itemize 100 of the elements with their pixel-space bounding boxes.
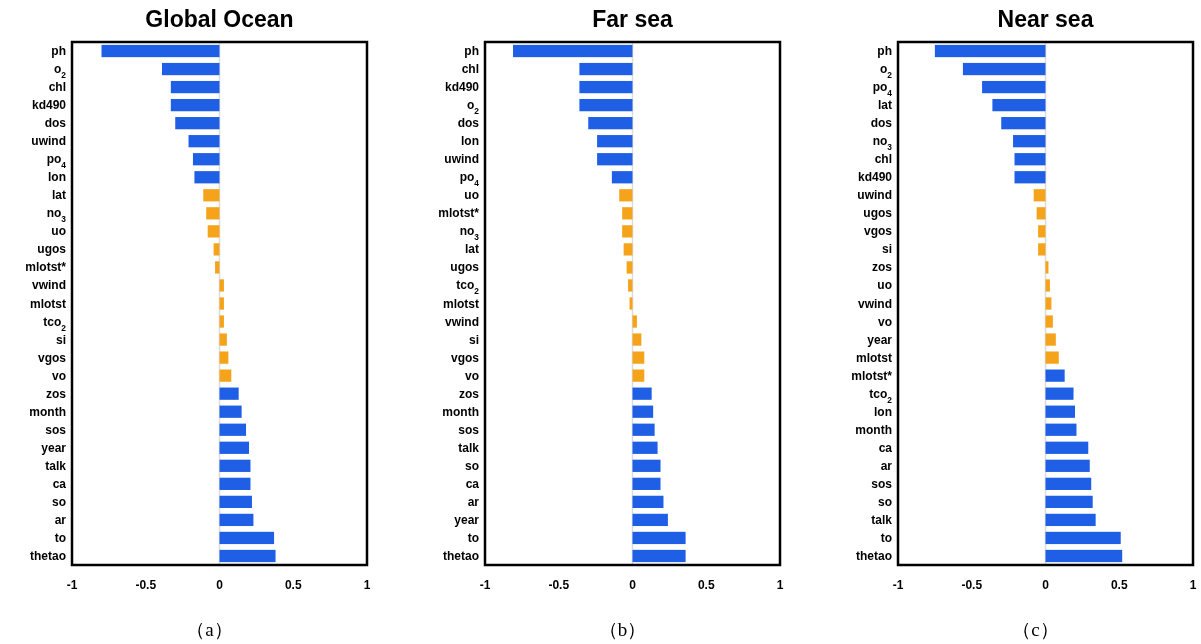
bar <box>619 189 633 202</box>
bar <box>175 117 220 130</box>
bar <box>206 207 220 220</box>
x-tick-label: -1 <box>66 578 78 592</box>
bar <box>579 62 633 76</box>
bar <box>623 243 633 256</box>
bar <box>1045 423 1077 436</box>
y-tick-label: tco$_{2}$ <box>43 314 67 333</box>
bar <box>219 459 251 472</box>
y-tick-label: so <box>51 494 66 509</box>
y-tick-label: vgos <box>863 224 893 239</box>
bar <box>219 513 254 527</box>
x-tick-label: 1 <box>776 578 784 592</box>
x-tick-label: -0.5 <box>961 578 983 592</box>
y-tick-label: zos <box>871 260 893 275</box>
text: （a） <box>186 619 233 640</box>
y-tick-label: thetao <box>856 548 892 563</box>
bar <box>629 297 633 310</box>
y-tick-label: vgos <box>450 350 480 365</box>
x-tick-label: 0 <box>216 578 224 592</box>
y-tick-label: kd490 <box>857 170 893 185</box>
bar <box>632 459 661 472</box>
y-tick-label: ph <box>51 44 66 59</box>
y-tick-label: uwind <box>857 188 892 203</box>
bar <box>1014 171 1046 184</box>
chart-title: Far sea <box>592 6 673 32</box>
y-tick-label: po$_{4}$ <box>46 152 67 171</box>
y-tick-label: dos <box>870 116 893 131</box>
y-tick-label: sos <box>458 422 480 437</box>
bar <box>1045 549 1123 563</box>
y-tick-label: talk <box>45 458 67 473</box>
y-tick-label: uo <box>51 224 66 239</box>
bar <box>1036 207 1046 220</box>
bar <box>219 423 247 436</box>
y-tick-label: to <box>880 530 892 545</box>
y-tick-label: uo <box>877 278 892 293</box>
bar <box>632 549 686 563</box>
y-tick-label: tco$_{2}$ <box>456 278 480 297</box>
bar <box>628 279 633 292</box>
bar <box>1045 387 1074 400</box>
bar <box>579 98 633 112</box>
y-tick-label: lon <box>874 404 892 419</box>
y-tick-label: ar <box>880 458 893 473</box>
bar <box>219 387 239 400</box>
y-tick-label: month <box>442 404 479 419</box>
y-tick-label: po$_{4}$ <box>459 170 480 189</box>
bar <box>632 531 686 545</box>
y-tick-label: o$_{2}$ <box>466 98 480 117</box>
y-tick-label: year <box>41 440 67 455</box>
bar <box>597 153 633 166</box>
x-tick-label: 0 <box>629 578 637 592</box>
bar <box>513 44 633 58</box>
bar <box>632 495 664 509</box>
y-tick-label: po$_{4}$ <box>872 80 893 99</box>
chart-title: Global Ocean <box>145 6 294 32</box>
bar <box>632 513 668 527</box>
bar <box>632 405 654 418</box>
y-tick-label: vwind <box>857 296 892 311</box>
y-tick-label: no$_{3}$ <box>459 224 480 243</box>
y-tick-label: zos <box>458 386 480 401</box>
bar <box>192 153 220 166</box>
bar <box>1001 117 1046 130</box>
bar <box>622 225 633 238</box>
y-tick-label: vwind <box>444 314 479 329</box>
bar <box>632 441 658 454</box>
bar <box>207 225 220 238</box>
bar <box>170 98 220 112</box>
bar <box>219 549 276 563</box>
y-tick-label: mlotst <box>30 296 66 311</box>
bar <box>219 441 249 454</box>
bar <box>219 279 224 292</box>
bar <box>188 135 220 148</box>
y-tick-label: lat <box>464 242 479 257</box>
y-tick-label: vwind <box>31 278 66 293</box>
x-tick-label: -0.5 <box>135 578 157 592</box>
bar <box>1038 225 1046 238</box>
y-tick-label: vo <box>51 368 66 383</box>
bar <box>1038 243 1046 256</box>
bar <box>632 369 645 382</box>
y-tick-label: si <box>468 332 479 347</box>
y-tick-label: vo <box>464 368 479 383</box>
bar <box>213 243 220 256</box>
y-tick-label: mlotst* <box>438 206 480 221</box>
y-tick-label: mlotst <box>856 350 892 365</box>
y-tick-label: uwind <box>444 152 479 167</box>
bar <box>1033 189 1046 202</box>
bar <box>219 405 242 418</box>
y-tick-label: mlotst* <box>25 260 67 275</box>
y-tick-label: uwind <box>31 134 66 149</box>
x-tick-label: 0.5 <box>284 578 302 592</box>
x-tick-label: -1 <box>892 578 904 592</box>
bar <box>161 62 220 76</box>
y-tick-label: si <box>55 332 66 347</box>
bar <box>1013 135 1046 148</box>
x-tick-label: -0.5 <box>548 578 570 592</box>
y-tick-label: tco$_{2}$ <box>869 386 893 405</box>
y-tick-label: dos <box>44 116 67 131</box>
y-tick-label: ph <box>877 44 892 59</box>
bar <box>632 387 652 400</box>
y-tick-label: chl <box>48 80 66 95</box>
